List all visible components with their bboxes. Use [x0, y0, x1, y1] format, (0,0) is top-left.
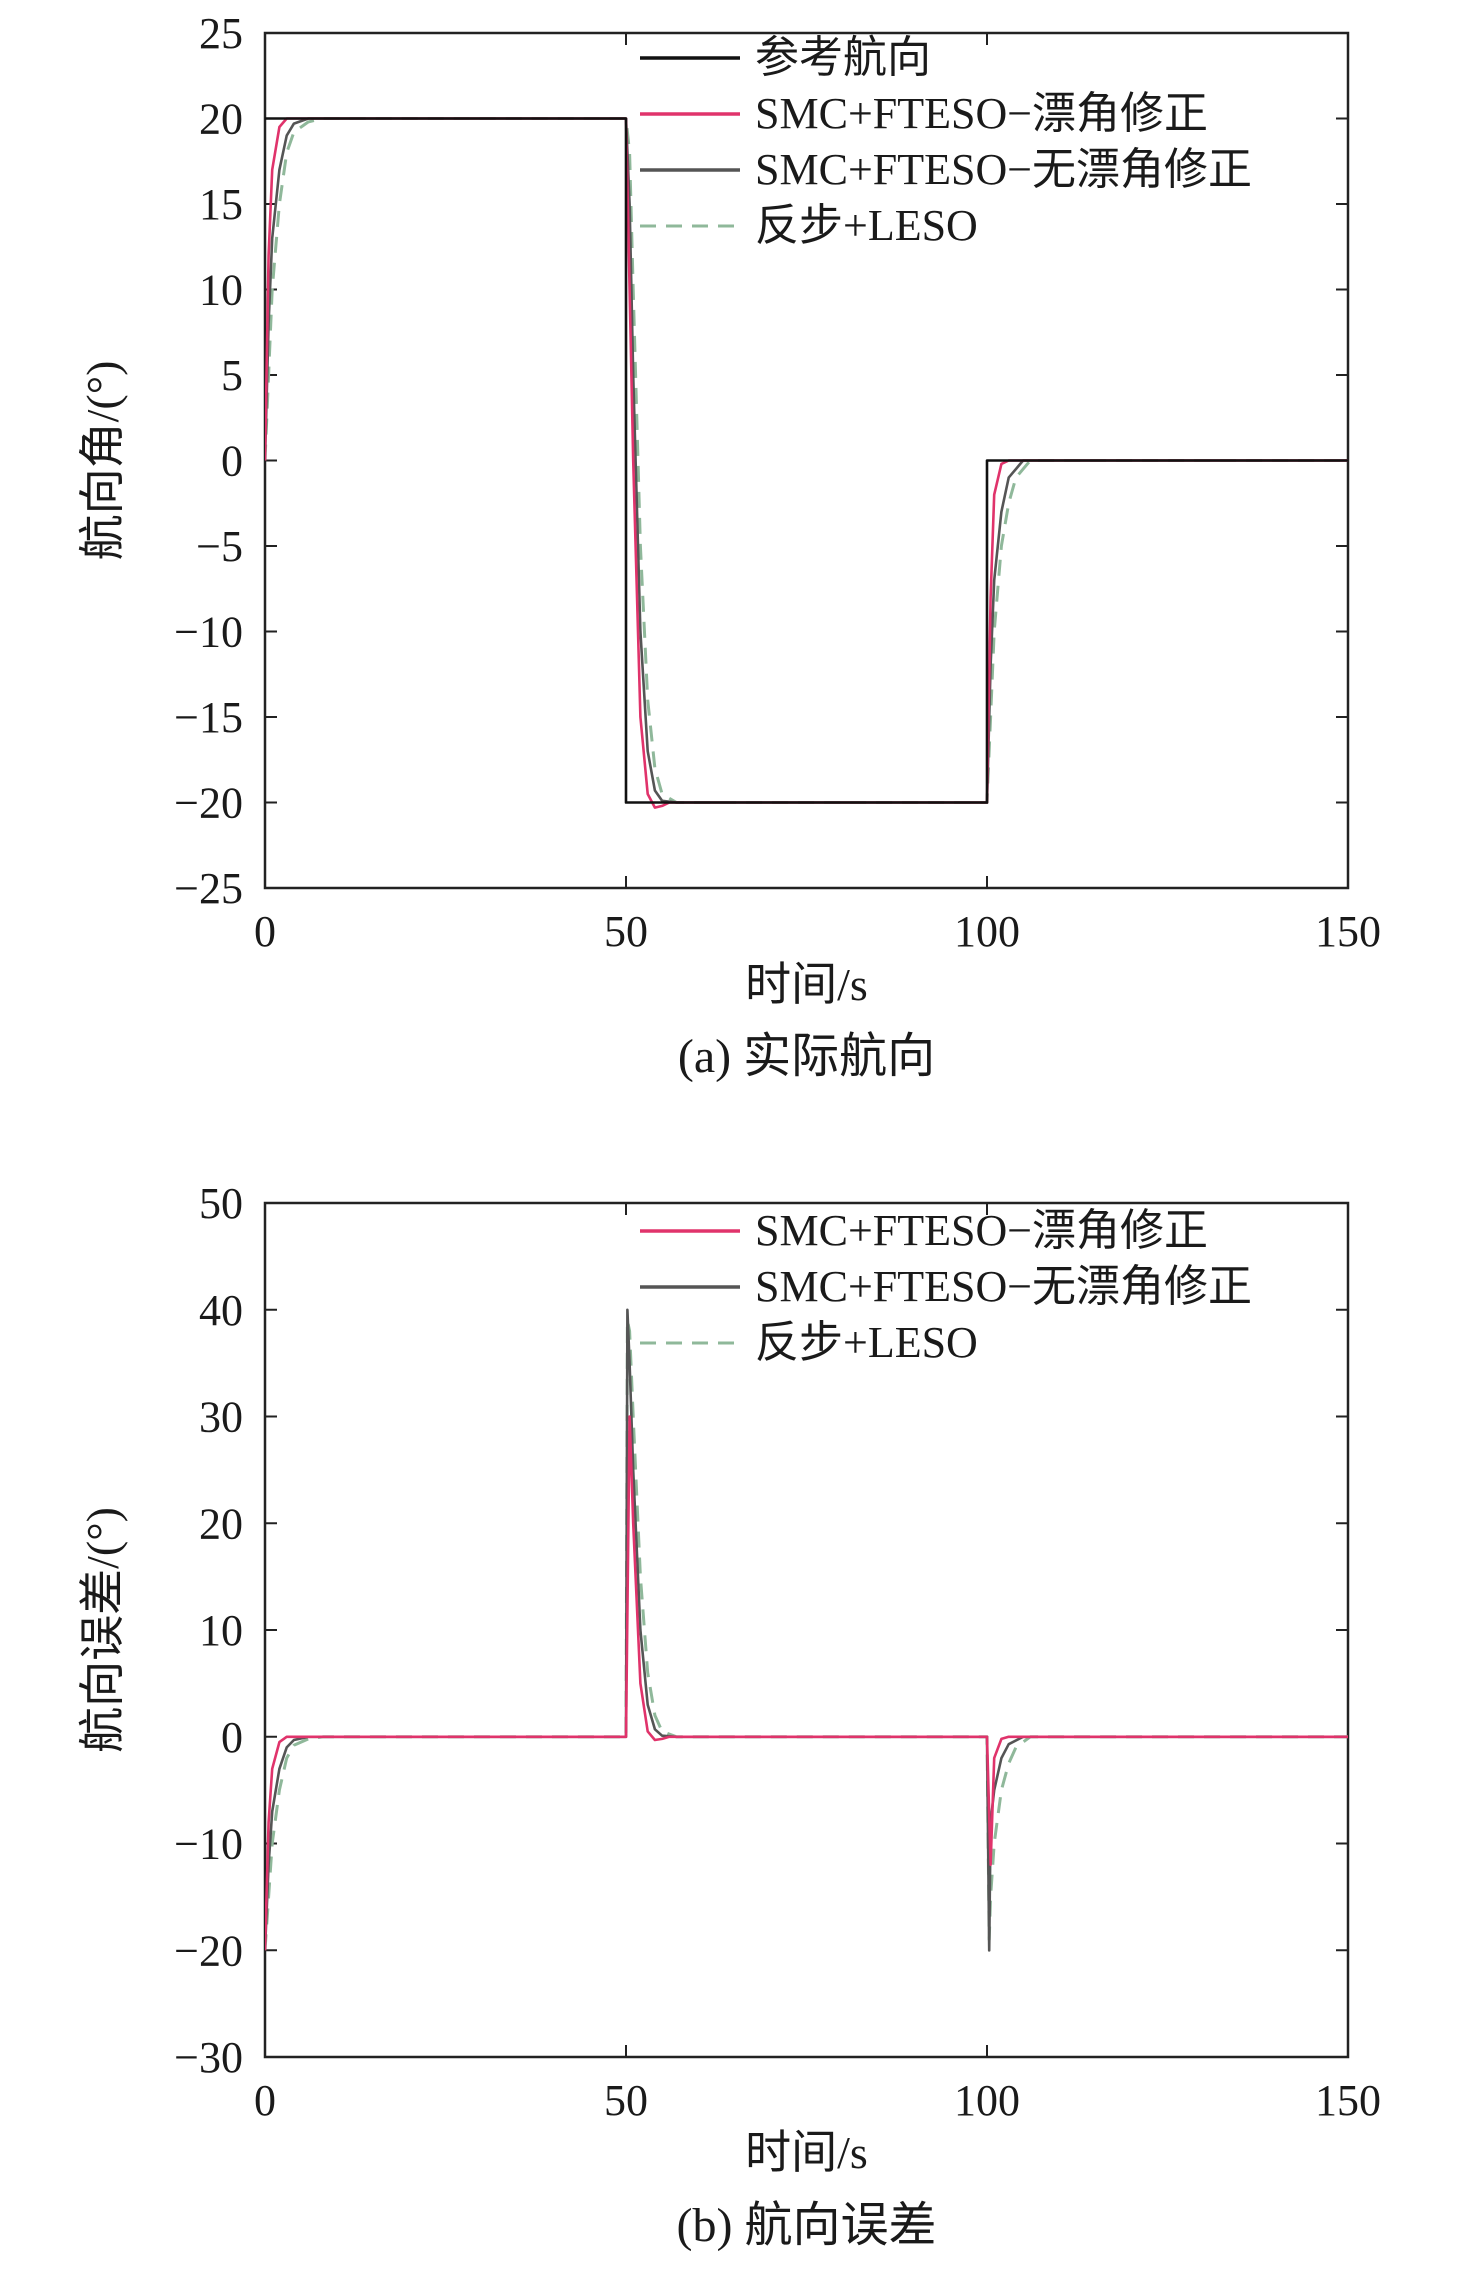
x-axis-title: 时间/s	[745, 2127, 868, 2178]
y-axis-title: 航向误差/(°)	[77, 1507, 128, 1753]
y-tick-label: −5	[196, 522, 243, 571]
y-tick-label: 0	[221, 1713, 243, 1762]
figure-caption: (b) 航向误差	[677, 2199, 937, 2252]
x-axis-title: 时间/s	[745, 959, 868, 1010]
y-tick-label: −25	[174, 864, 243, 913]
y-tick-label: 50	[199, 1179, 243, 1228]
legend-label: 反步+LESO	[755, 201, 978, 250]
x-tick-label: 150	[1315, 907, 1381, 956]
y-tick-label: 5	[221, 351, 243, 400]
y-tick-label: 40	[199, 1286, 243, 1335]
series-group	[265, 117, 1348, 809]
y-tick-label: 20	[199, 1499, 243, 1548]
y-tick-label: 30	[199, 1393, 243, 1442]
series-line-smc-fteso-	[265, 1415, 1348, 1951]
legend-label: SMC+FTESO−无漂角修正	[755, 145, 1252, 194]
y-tick-label: 10	[199, 266, 243, 315]
series-group	[265, 1308, 1348, 1952]
y-tick-label: 10	[199, 1606, 243, 1655]
y-tick-label: 0	[221, 437, 243, 486]
x-tick-label: 150	[1315, 2076, 1381, 2125]
legend-label: SMC+FTESO−漂角修正	[755, 1206, 1208, 1255]
x-tick-label: 0	[254, 2076, 276, 2125]
legend-label: SMC+FTESO−漂角修正	[755, 89, 1208, 138]
series-line--	[265, 117, 1348, 804]
x-tick-label: 50	[604, 907, 648, 956]
y-tick-label: −20	[174, 1926, 243, 1975]
x-tick-label: 50	[604, 2076, 648, 2125]
series-line--leso	[265, 1318, 1348, 1951]
y-tick-label: −10	[174, 608, 243, 657]
y-axis-title: 航向角/(°)	[77, 361, 128, 561]
y-tick-label: 25	[199, 9, 243, 58]
series-line-smc-fteso-	[265, 117, 1348, 804]
legend-label: SMC+FTESO−无漂角修正	[755, 1262, 1252, 1311]
y-tick-label: −15	[174, 693, 243, 742]
x-tick-label: 0	[254, 907, 276, 956]
figure-caption: (a) 实际航向	[678, 1030, 935, 1083]
series-line-smc-fteso-	[265, 1308, 1348, 1952]
y-tick-label: −10	[174, 1820, 243, 1869]
y-tick-label: −20	[174, 779, 243, 828]
y-tick-label: −30	[174, 2033, 243, 2082]
x-tick-label: 100	[954, 907, 1020, 956]
y-tick-label: 20	[199, 95, 243, 144]
y-tick-label: 15	[199, 180, 243, 229]
legend-label: 反步+LESO	[755, 1318, 978, 1367]
legend-label: 参考航向	[755, 33, 931, 82]
series-line--leso	[265, 117, 1348, 804]
series-line-smc-fteso-	[265, 117, 1348, 809]
x-tick-label: 100	[954, 2076, 1020, 2125]
